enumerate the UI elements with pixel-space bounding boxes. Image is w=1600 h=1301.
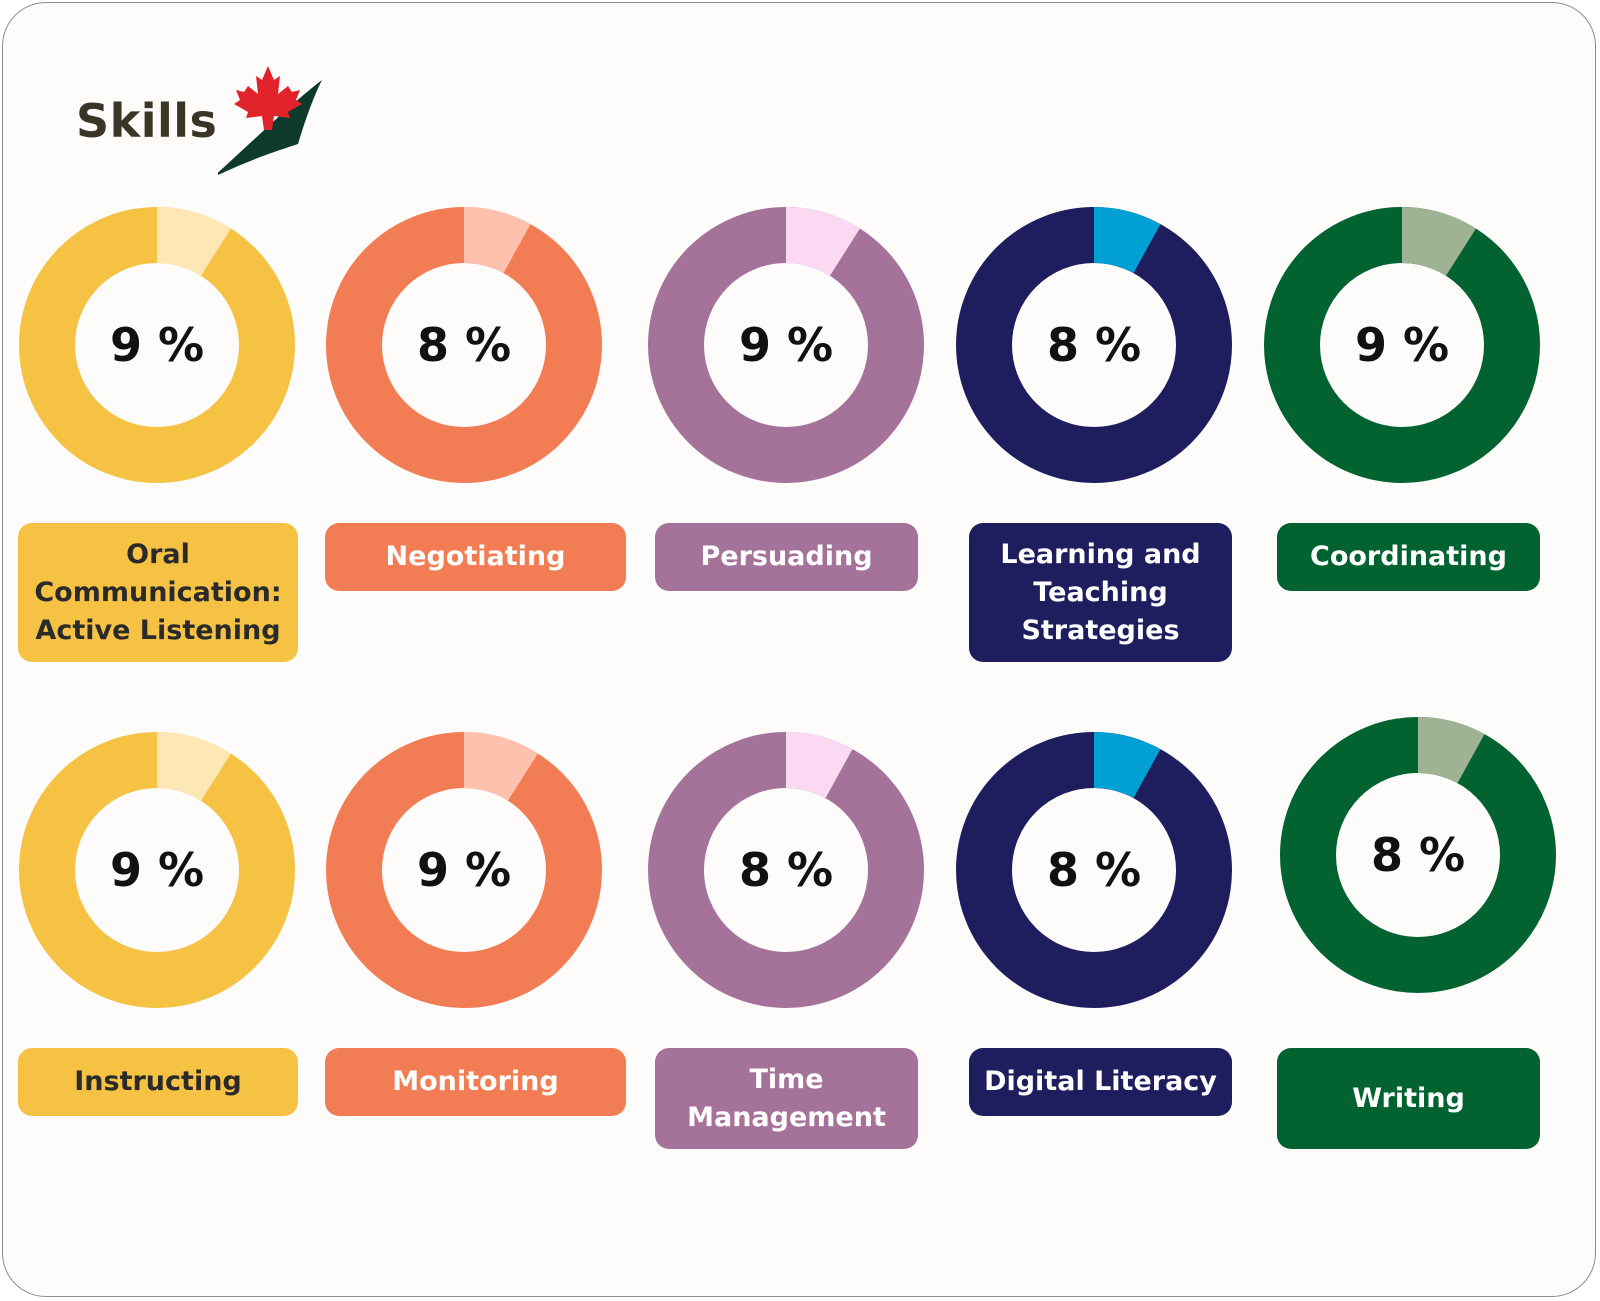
percent-value: 9 %: [417, 843, 511, 897]
donut-chart-persuading: 9 %: [648, 207, 924, 483]
skill-label-writing: Writing: [1277, 1048, 1540, 1149]
donut-chart-monitoring: 9 %: [326, 732, 602, 1008]
donut-value-slice: [1264, 207, 1540, 483]
page-title: Skills: [76, 94, 218, 148]
skill-label-instructing: Instructing: [18, 1048, 298, 1116]
donut-chart-learning-and-teaching-strategies: 8 %: [956, 207, 1232, 483]
donut-value-slice: [1280, 717, 1556, 993]
percent-value: 8 %: [417, 318, 511, 372]
donut-chart-time-management: 8 %: [648, 732, 924, 1008]
donut-value-slice: [648, 207, 924, 483]
skill-label-digital-literacy: Digital Literacy: [969, 1048, 1232, 1116]
maple-leaf-checkmark-icon: [218, 66, 322, 176]
donut-chart-writing: 8 %: [1280, 717, 1556, 993]
donut-value-slice: [19, 732, 295, 1008]
percent-value: 8 %: [1047, 318, 1141, 372]
percent-value: 8 %: [1047, 843, 1141, 897]
percent-value: 9 %: [739, 318, 833, 372]
percent-value: 9 %: [110, 318, 204, 372]
skill-label-persuading: Persuading: [655, 523, 918, 591]
percent-value: 8 %: [1371, 828, 1465, 882]
percent-value: 9 %: [110, 843, 204, 897]
skill-label-learning-and-teaching-strategies: Learning and Teaching Strategies: [969, 523, 1232, 662]
skill-label-negotiating: Negotiating: [325, 523, 626, 591]
donut-chart-negotiating: 8 %: [326, 207, 602, 483]
donut-value-slice: [648, 732, 924, 1008]
donut-value-slice: [326, 207, 602, 483]
percent-value: 9 %: [1355, 318, 1449, 372]
skill-label-oral-communication-active-listening: Oral Communication: Active Listening: [18, 523, 298, 662]
donut-chart-digital-literacy: 8 %: [956, 732, 1232, 1008]
donut-value-slice: [19, 207, 295, 483]
donut-value-slice: [956, 207, 1232, 483]
skill-label-time-management: Time Management: [655, 1048, 918, 1149]
donut-chart-oral-communication-active-listening: 9 %: [19, 207, 295, 483]
percent-value: 8 %: [739, 843, 833, 897]
donut-value-slice: [326, 732, 602, 1008]
donut-value-slice: [956, 732, 1232, 1008]
donut-chart-instructing: 9 %: [19, 732, 295, 1008]
donut-chart-coordinating: 9 %: [1264, 207, 1540, 483]
skill-label-monitoring: Monitoring: [325, 1048, 626, 1116]
skill-label-coordinating: Coordinating: [1277, 523, 1540, 591]
